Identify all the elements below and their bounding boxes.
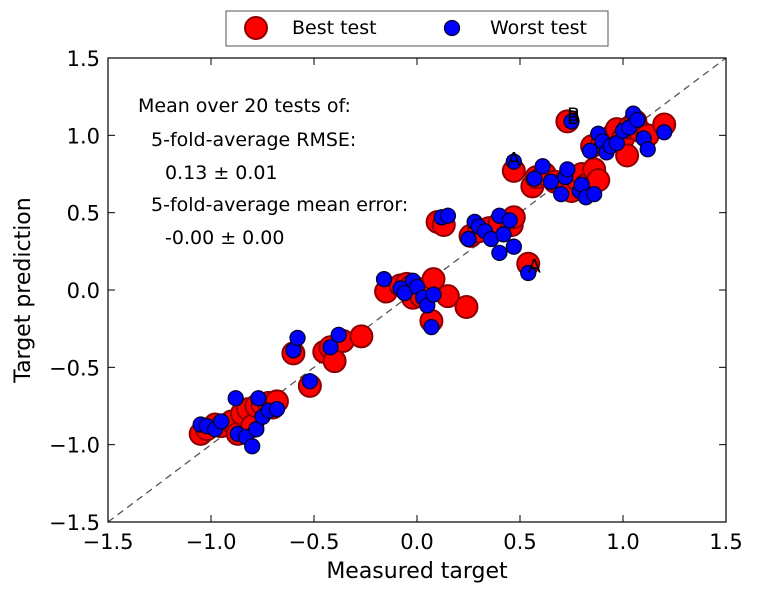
annotation-line: -0.00 ± 0.00 [165, 227, 284, 249]
legend-box [225, 10, 609, 47]
y-tick-label: −0.5 [49, 356, 100, 380]
point-label: A [507, 149, 520, 171]
stats-annotation: Mean over 20 tests of: 5-fold-average RMS… [138, 95, 408, 249]
data-point [501, 212, 518, 229]
series-worst-test [192, 105, 673, 455]
data-point [559, 161, 576, 178]
data-point [289, 329, 306, 347]
data-point [656, 124, 673, 141]
x-tick-label: 0.0 [400, 530, 433, 554]
x-tick-label: −0.5 [289, 530, 340, 554]
data-point [495, 226, 512, 243]
y-tick-label: 0.0 [67, 279, 100, 303]
axis-ticks: −1.5−1.5 −1.0 −1.0 −0.5 −0.5 0.0 0.0 0.5 0.5 1.0 1… [49, 47, 743, 554]
y-axis-label: Target prediction [11, 197, 36, 383]
y-tick-label: −1.5 [49, 511, 100, 535]
data-point [244, 438, 261, 455]
legend-label: Best test [292, 17, 377, 39]
legend: Best test Worst test [225, 10, 609, 47]
data-point [586, 185, 603, 203]
data-point [553, 185, 570, 203]
x-tick-label: −1.5 [83, 530, 134, 554]
x-tick-label: 0.5 [503, 530, 536, 554]
data-point [526, 170, 543, 187]
data-point [301, 373, 319, 390]
data-point [322, 339, 339, 356]
point-label: B [567, 104, 580, 126]
point-label: B [567, 107, 580, 129]
annotation-line: 0.13 ± 0.01 [165, 162, 278, 184]
data-point [491, 244, 508, 262]
x-axis-label: Measured target [326, 559, 508, 584]
data-point [454, 295, 479, 320]
y-tick-label: −1.0 [49, 434, 100, 458]
data-point [563, 113, 580, 130]
data-point [505, 153, 522, 170]
data-point [227, 390, 244, 407]
annotation-line: 5-fold-average RMSE: [151, 129, 356, 151]
y-tick-label: 1.5 [67, 47, 100, 71]
x-tick-label: −1.0 [186, 530, 237, 554]
data-point [534, 158, 551, 175]
y-tick-label: 0.5 [67, 202, 100, 226]
data-point [423, 318, 440, 336]
data-point [615, 143, 640, 168]
legend-marker [244, 16, 268, 40]
data-point [520, 264, 537, 282]
data-point [639, 141, 656, 158]
data-point [425, 286, 442, 303]
data-point [542, 173, 560, 190]
data-point [629, 111, 646, 129]
y-tick-label: 1.0 [67, 124, 100, 148]
data-point [439, 207, 457, 224]
data-point [460, 230, 477, 248]
legend-marker [443, 19, 461, 37]
data-point [250, 390, 267, 407]
x-tick-label: 1.0 [606, 530, 639, 554]
point-label: A [528, 255, 541, 277]
data-point [330, 326, 347, 344]
data-point [349, 324, 374, 349]
data-point [213, 413, 230, 430]
x-tick-label: 1.5 [709, 530, 742, 554]
annotation-line: 5-fold-average mean error: [151, 194, 408, 216]
data-point [505, 238, 522, 255]
legend-label: Worst test [490, 17, 587, 39]
data-point [581, 142, 599, 159]
series-layer [188, 105, 677, 455]
data-point [268, 400, 286, 418]
annotation-line: Mean over 20 tests of: [138, 95, 351, 117]
data-point [375, 271, 393, 288]
